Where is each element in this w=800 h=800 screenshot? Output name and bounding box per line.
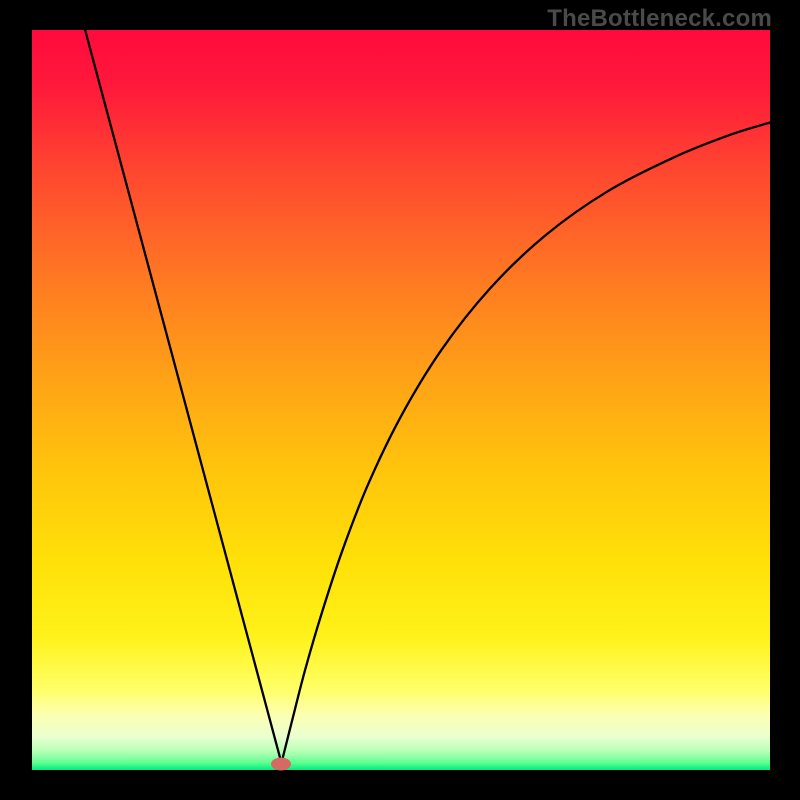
curve-right-branch [281, 123, 770, 763]
curve-left-branch [85, 30, 281, 763]
chart-frame: TheBottleneck.com [0, 0, 800, 800]
watermark-text: TheBottleneck.com [547, 5, 772, 33]
minimum-marker [271, 758, 291, 771]
curves-layer [0, 0, 800, 800]
